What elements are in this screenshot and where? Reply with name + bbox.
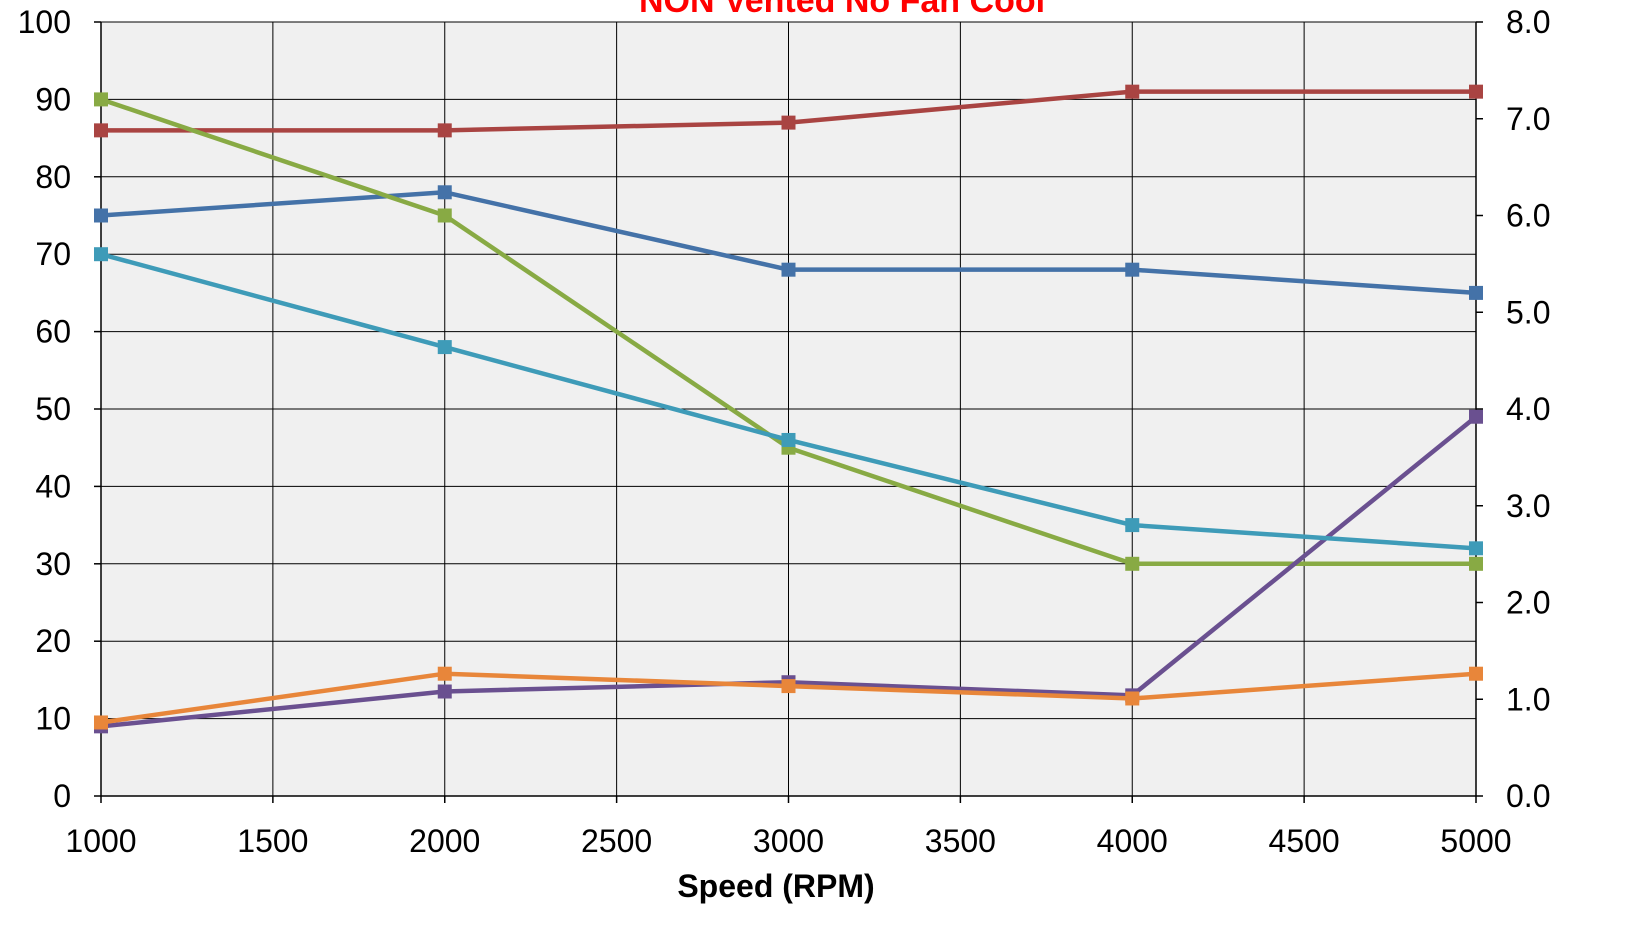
y2-tick-label: 3.0 [1506,488,1550,524]
y-tick-label: 0 [53,778,71,814]
x-tick-label: 3500 [925,823,996,859]
series-6-marker [1469,666,1483,681]
series-5-marker [94,247,108,262]
series-4-marker [437,684,452,699]
x-tick-label: 1500 [237,823,308,859]
chart-title: NON Vented No Fan Cool [639,0,1045,20]
series-3-marker [437,208,452,223]
series-5-marker [437,340,452,355]
series-2-marker [1469,84,1483,99]
y-tick-labels: 0 10 20 30 40 50 60 70 80 90 100 [18,4,71,814]
y-tick-label: 40 [35,468,71,504]
y-tick-label: 30 [35,546,71,582]
series-1-marker [94,208,108,223]
y-tick-label: 10 [35,701,71,737]
x-tick-label: 3000 [753,823,824,859]
y2-tick-label: 4.0 [1506,391,1550,427]
x-tick-label: 4500 [1269,823,1340,859]
series-2-marker [437,123,452,138]
x-tick-label: 2500 [581,823,652,859]
x-tick-label: 5000 [1440,823,1511,859]
series-6-marker [781,679,796,694]
y2-tick-label: 2.0 [1506,585,1550,621]
y2-tick-label: 5.0 [1506,294,1550,330]
x-tick-label: 4000 [1097,823,1168,859]
series-1-marker [437,185,452,200]
series-1-marker [781,262,796,277]
series-1-marker [1469,285,1483,300]
y2-tick-label: 6.0 [1506,198,1550,234]
x-tick-label: 1000 [65,823,136,859]
series-1-marker [1125,262,1140,277]
series-3-marker [1125,556,1140,571]
y2-tick-label: 7.0 [1506,101,1550,137]
series-6-marker [94,715,108,730]
y-tick-label: 20 [35,623,71,659]
x-axis-title: Speed (RPM) [677,868,874,904]
series-layer [94,84,1483,734]
series-3-marker [94,92,108,107]
series-4-marker [1469,409,1483,424]
series-2-marker [781,115,796,130]
y-tick-label: 90 [35,81,71,117]
series-3-marker [1469,556,1483,571]
y-tick-label: 60 [35,314,71,350]
series-2-marker [94,123,108,138]
y2-tick-label: 0.0 [1506,778,1550,814]
y2-tick-label: 8.0 [1506,4,1550,40]
y2-tick-label: 1.0 [1506,681,1550,717]
x-tick-label: 2000 [409,823,480,859]
x-tick-labels: 1000 1500 2000 2500 3000 3500 4000 4500 5000 [65,823,1511,859]
series-2-marker [1125,84,1140,99]
y-tick-label: 100 [18,4,71,40]
series-6-marker [1125,691,1140,706]
y-tick-label: 80 [35,159,71,195]
y2-tick-labels: 0.0 1.0 2.0 3.0 4.0 5.0 6.0 7.0 8.0 [1476,4,1550,814]
series-5-marker [1469,541,1483,556]
y-tick-label: 70 [35,236,71,272]
series-5-marker [1125,518,1140,533]
series-6-marker [437,666,452,681]
series-5-marker [781,432,796,447]
y-tick-label: 50 [35,391,71,427]
